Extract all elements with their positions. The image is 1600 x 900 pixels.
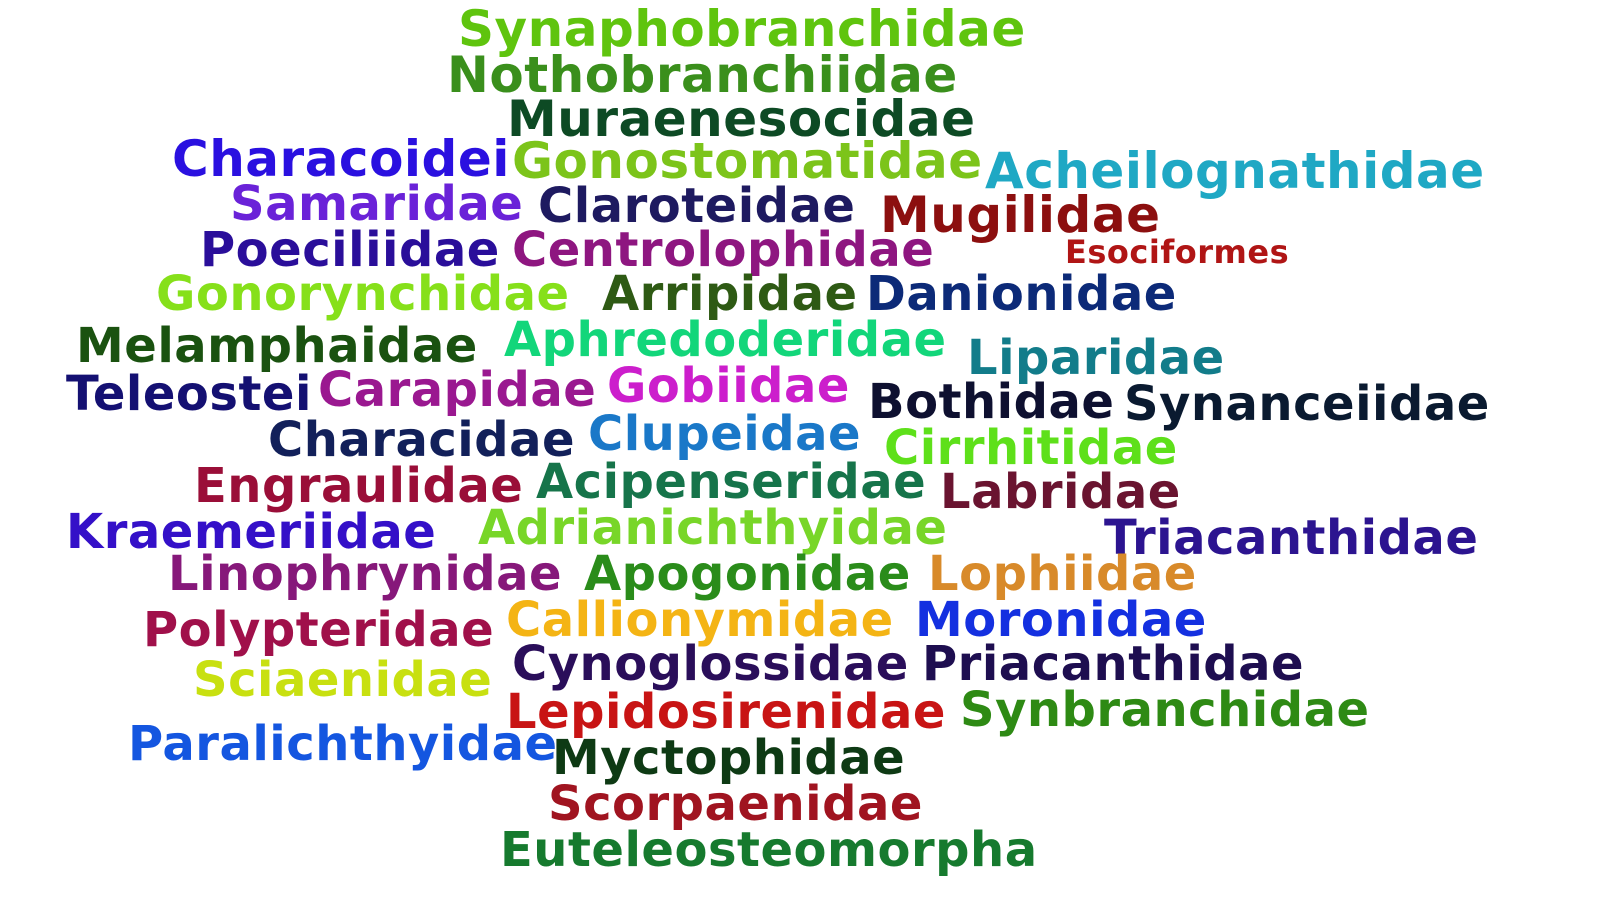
word-polypteridae: Polypteridae	[143, 602, 495, 658]
word-linophrynidae: Linophrynidae	[168, 546, 563, 602]
word-callionymidae: Callionymidae	[506, 592, 894, 648]
word-danionidae: Danionidae	[866, 266, 1177, 322]
word-samaridae: Samaridae	[230, 176, 524, 232]
word-acheilognathidae: Acheilognathidae	[985, 142, 1485, 200]
word-characidae: Characidae	[268, 412, 576, 468]
word-aphredoderidae: Aphredoderidae	[504, 312, 947, 368]
word-centrolophidae: Centrolophidae	[512, 222, 935, 278]
word-esociformes: Esociformes	[1065, 233, 1290, 271]
word-arripidae: Arripidae	[602, 266, 858, 322]
word-synanceiidae: Synanceiidae	[1124, 376, 1490, 432]
word-priacanthidae: Priacanthidae	[922, 636, 1305, 692]
word-triacanthidae: Triacanthidae	[1104, 510, 1479, 566]
word-acipenseridae: Acipenseridae	[536, 454, 927, 510]
word-gobiidae: Gobiidae	[607, 358, 850, 414]
word-synbranchidae: Synbranchidae	[960, 682, 1370, 738]
word-mugilidae: Mugilidae	[880, 186, 1161, 244]
word-muraenesocidae: Muraenesocidae	[507, 90, 976, 148]
word-moronidae: Moronidae	[915, 592, 1207, 648]
word-nothobranchiidae: Nothobranchiidae	[447, 46, 958, 104]
word-euteleosteomorpha: Euteleosteomorpha	[500, 822, 1038, 878]
word-lepidosirenidae: Lepidosirenidae	[506, 684, 946, 740]
word-gonostomatidae: Gonostomatidae	[512, 132, 983, 190]
word-characoidei: Characoidei	[172, 130, 510, 188]
word-adrianichthyidae: Adrianichthyidae	[478, 500, 948, 556]
word-synaphobranchidae: Synaphobranchidae	[458, 0, 1026, 58]
word-poeciliidae: Poeciliidae	[200, 222, 500, 278]
word-liparidae: Liparidae	[967, 330, 1225, 386]
word-labridae: Labridae	[940, 464, 1181, 520]
word-engraulidae: Engraulidae	[194, 458, 524, 514]
word-cirrhitidae: Cirrhitidae	[884, 420, 1178, 476]
word-clupeidae: Clupeidae	[588, 406, 862, 462]
word-kraemeriidae: Kraemeriidae	[66, 504, 437, 560]
word-carapidae: Carapidae	[318, 362, 597, 418]
word-claroteidae: Claroteidae	[538, 178, 856, 234]
word-scorpaenidae: Scorpaenidae	[548, 776, 923, 832]
word-gonorynchidae: Gonorynchidae	[156, 266, 570, 322]
word-lophiidae: Lophiidae	[928, 546, 1197, 602]
word-sciaenidae: Sciaenidae	[193, 652, 493, 708]
word-teleostei: Teleostei	[66, 366, 312, 422]
word-cynoglossidae: Cynoglossidae	[512, 636, 909, 692]
word-myctophidae: Myctophidae	[552, 730, 906, 786]
word-melamphaidae: Melamphaidae	[76, 318, 478, 374]
word-apogonidae: Apogonidae	[584, 546, 911, 602]
word-paralichthyidae: Paralichthyidae	[128, 716, 558, 772]
word-bothidae: Bothidae	[868, 374, 1115, 430]
